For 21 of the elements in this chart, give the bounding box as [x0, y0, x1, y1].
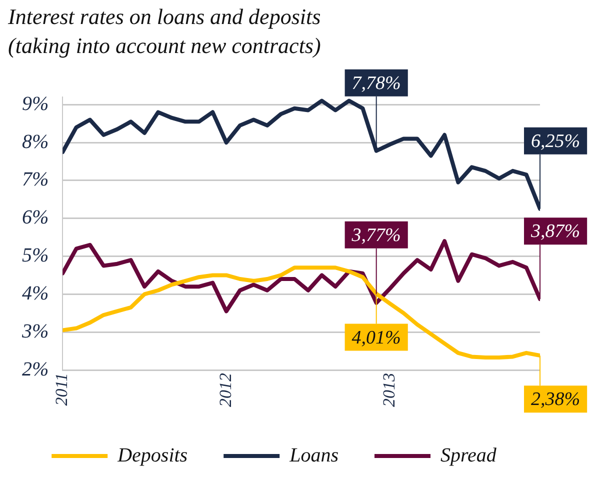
x-tick-label: 2012 [216, 372, 235, 407]
annotation: 3,87% [530, 221, 580, 242]
legend-label: Deposits [116, 444, 188, 466]
annotation: 2,38% [531, 389, 580, 410]
annotation: 4,01% [352, 327, 401, 348]
x-tick-label: 2013 [379, 373, 398, 407]
legend-label: Loans [288, 444, 339, 466]
legend-label: Spread [440, 444, 498, 466]
y-tick-label: 4% [22, 282, 49, 304]
y-tick-label: 5% [22, 244, 49, 266]
annotation: 6,25% [531, 130, 580, 152]
y-tick-label: 7% [22, 168, 49, 191]
x-tick-label: 2011 [52, 373, 72, 406]
y-tick-label: 3% [20, 320, 49, 342]
y-tick-label: 6% [22, 206, 49, 229]
y-tick-label: 2% [22, 358, 49, 380]
annotation: 3,77% [350, 224, 401, 246]
y-tick-label: 9% [22, 92, 49, 115]
y-tick-label: 8% [22, 130, 49, 153]
annotation: 7,78% [352, 72, 401, 94]
chart-title: Interest rates on loans and deposits (taking into account new contracts) [8, 3, 321, 60]
